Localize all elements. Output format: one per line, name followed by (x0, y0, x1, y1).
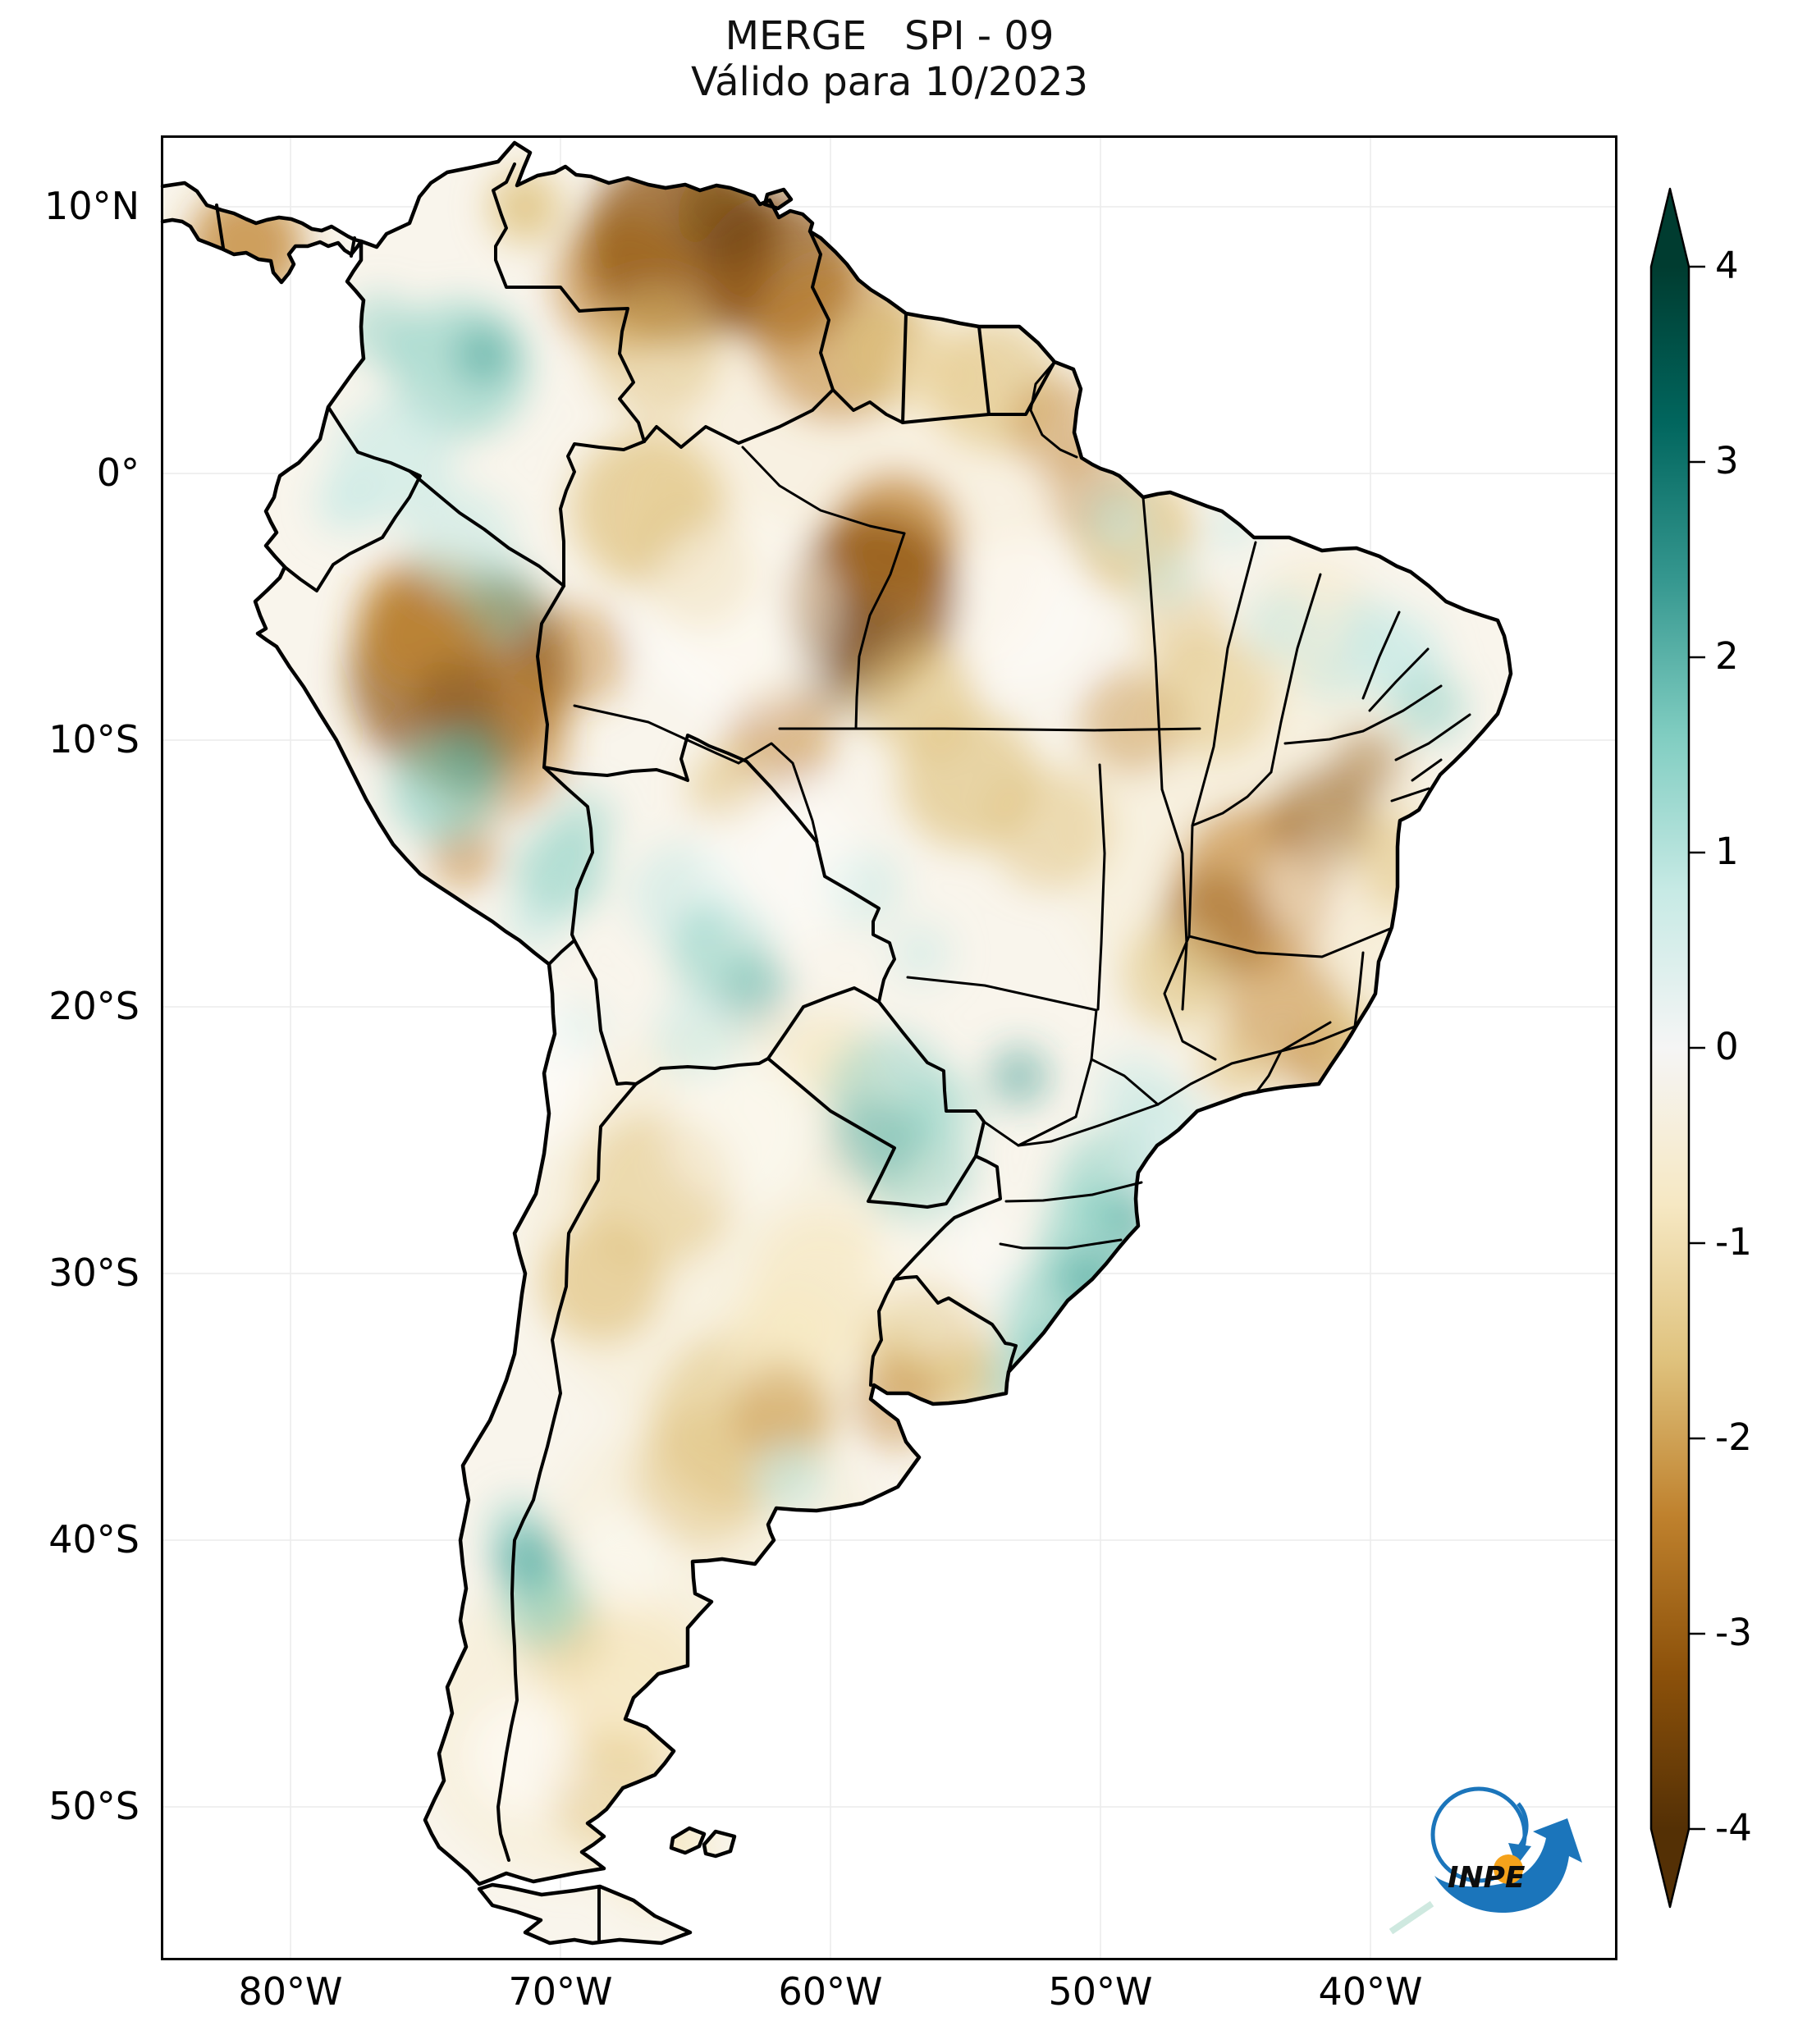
lat-tick-label-10N: 10°N (44, 184, 140, 228)
map-frame (161, 135, 1617, 1960)
colorbar-tick-label-4: 4 (1715, 244, 1739, 287)
lat-tick-label-30S: 30°S (48, 1251, 140, 1295)
country-borders (215, 162, 1056, 1941)
lat-tick-label-40S: 40°S (48, 1517, 140, 1562)
lat-tick-label-0: 0° (96, 450, 140, 495)
colorbar-tick-label--1: -1 (1715, 1220, 1752, 1264)
lon-tick-label-60W: 60°W (778, 1969, 883, 2014)
lon-tick-label-80W: 80°W (238, 1969, 343, 2014)
logo-orange-dot (1494, 1854, 1523, 1884)
colorbar-gradient (1649, 187, 1690, 1909)
chart-title: MERGE SPI - 09 (725, 13, 1055, 59)
colorbar-tick-label--3: -3 (1715, 1611, 1752, 1654)
lat-tick-label-50S: 50°S (48, 1784, 140, 1828)
lon-tick-label-40W: 40°W (1318, 1969, 1423, 2014)
lon-tick-label-50W: 50°W (1048, 1969, 1153, 2014)
colorbar-ticks (1689, 265, 1705, 1831)
logo-teal-streak (1389, 1900, 1434, 1935)
logo-inner-arc (1517, 1802, 1529, 1848)
lon-tick-label-70W: 70°W (508, 1969, 613, 2014)
colorbar-tick-label--4: -4 (1715, 1806, 1752, 1850)
logo-arc-arrowhead (1508, 1843, 1531, 1866)
logo-text: INPE (1448, 1861, 1526, 1895)
state-borders (573, 360, 1471, 1250)
colorbar-tick-label--2: -2 (1715, 1415, 1752, 1459)
coastline (160, 140, 1513, 1946)
colorbar-tick-label-1: 1 (1715, 830, 1739, 873)
lat-tick-label-20S: 20°S (48, 984, 140, 1028)
colorbar-tick-label-3: 3 (1715, 439, 1739, 482)
colorbar (1649, 187, 1705, 1909)
inpe-logo: INPE (1389, 1786, 1582, 1935)
colorbar-tick-label-2: 2 (1715, 634, 1739, 678)
chart-subtitle: Válido para 10/2023 (691, 59, 1088, 105)
logo-swoosh-arrow (1434, 1818, 1582, 1914)
lat-tick-label-10S: 10°S (48, 717, 140, 761)
colorbar-tick-label-0: 0 (1715, 1025, 1739, 1068)
